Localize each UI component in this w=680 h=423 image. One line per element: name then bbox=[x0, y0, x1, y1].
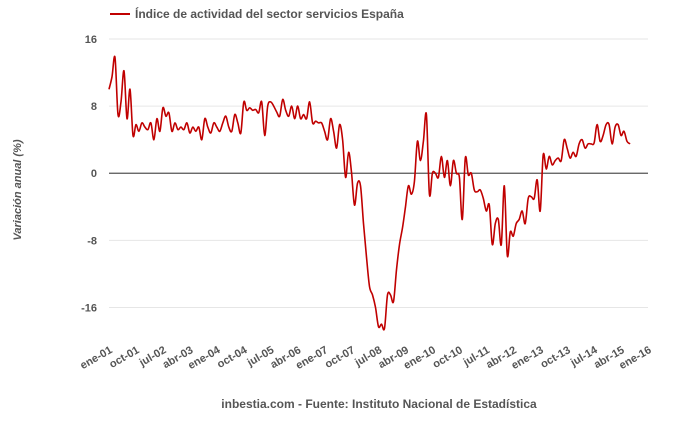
legend[interactable]: Índice de actividad del sector servicios… bbox=[110, 6, 404, 21]
x-tick-label: oct-07 bbox=[323, 344, 357, 371]
y-tick-label: 0 bbox=[91, 168, 97, 180]
y-tick-label: -8 bbox=[87, 235, 97, 247]
grid-lines bbox=[109, 38, 648, 308]
legend-label[interactable]: Índice de actividad del sector servicios… bbox=[135, 6, 404, 21]
x-tick-label: ene-01 bbox=[78, 344, 114, 372]
y-tick-label: 16 bbox=[85, 34, 97, 46]
y-tick-label: 8 bbox=[91, 101, 97, 113]
x-tick-label: ene-04 bbox=[186, 344, 223, 372]
series-line-0[interactable] bbox=[108, 55, 631, 331]
x-axis-ticks: ene-01oct-01jul-02abr-03ene-04oct-04jul-… bbox=[78, 344, 653, 372]
x-tick-label: oct-10 bbox=[431, 344, 465, 371]
x-tick-label: oct-13 bbox=[539, 344, 573, 371]
source-note: inbestia.com - Fuente: Instituto Naciona… bbox=[221, 397, 537, 411]
x-tick-label: oct-01 bbox=[107, 344, 141, 371]
series-layer bbox=[108, 55, 631, 331]
y-tick-label: -16 bbox=[81, 302, 97, 314]
y-axis-ticks: -16 -8 0 8 16 bbox=[81, 34, 97, 314]
y-axis-label: Variación anual (%) bbox=[12, 139, 24, 240]
x-tick-label: oct-04 bbox=[215, 344, 250, 371]
